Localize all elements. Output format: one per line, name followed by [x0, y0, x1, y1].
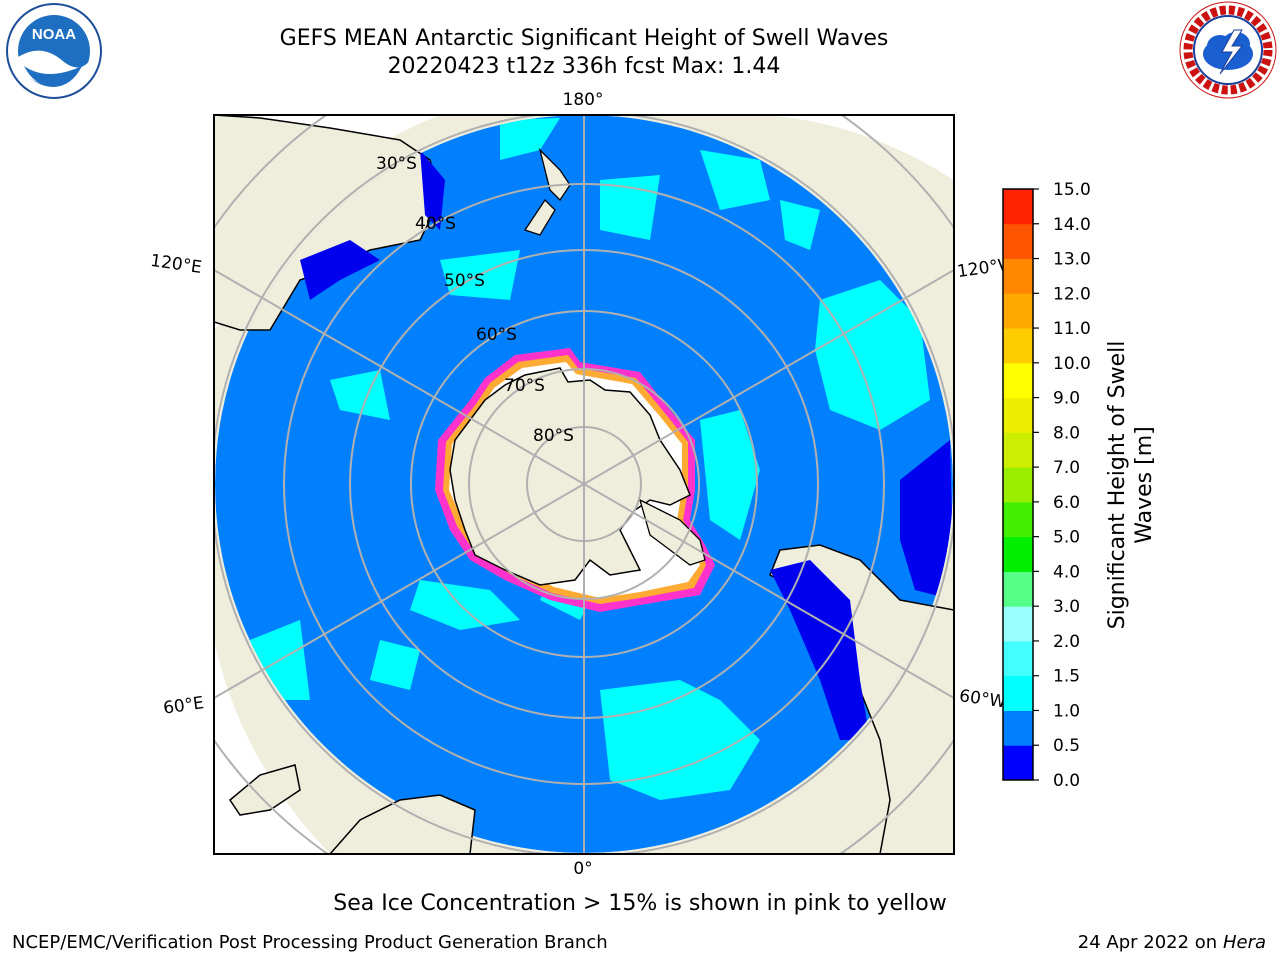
colorbar-segment — [1003, 536, 1033, 572]
colorbar-segment — [1003, 675, 1033, 711]
lat-label-50s: 50°S — [444, 271, 485, 291]
sea-ice-caption: Sea Ice Concentration > 15% is shown in … — [333, 891, 947, 916]
lon-label-60e: 60°E — [162, 693, 205, 718]
lat-label-80s: 80°S — [533, 426, 574, 446]
colorbar-segment — [1003, 293, 1033, 329]
lon-label-120e: 120°E — [149, 251, 203, 278]
colorbar-tick-label: 12.0 — [1053, 284, 1091, 304]
colorbar-segment — [1003, 745, 1033, 781]
colorbar-segment — [1003, 432, 1033, 468]
colorbar-tick-label: 6.0 — [1053, 493, 1080, 513]
chart-title-line1: GEFS MEAN Antarctic Significant Height o… — [279, 26, 889, 51]
colorbar-tick-label: 0.5 — [1053, 736, 1080, 756]
lon-label-0: 0° — [573, 859, 592, 879]
lon-label-180: 180° — [563, 90, 604, 110]
colorbar-tick-label: 15.0 — [1053, 180, 1091, 200]
colorbar-tick-label: 5.0 — [1053, 528, 1080, 548]
colorbar-frame — [1002, 188, 1034, 781]
noaa-logo-text: NOAA — [32, 26, 76, 43]
colorbar-segment — [1003, 362, 1033, 399]
colorbar-tick-label: 8.0 — [1053, 423, 1080, 443]
colorbar-segment — [1003, 223, 1033, 260]
colorbar-segment — [1003, 710, 1033, 746]
colorbar-tick-label: 13.0 — [1053, 250, 1091, 270]
colorbar-tick-label: 10.0 — [1053, 354, 1091, 374]
colorbar-segment — [1003, 640, 1033, 677]
colorbar-tick-label: 2.0 — [1053, 632, 1080, 652]
colorbar-tick-label: 1.0 — [1053, 701, 1080, 721]
colorbar-segment — [1003, 397, 1033, 433]
colorbar-segment — [1003, 189, 1033, 225]
colorbar-label-line1: Significant Height of Swell — [1105, 341, 1130, 630]
footer-host: Hera — [1222, 932, 1266, 953]
colorbar-tick-label: 1.5 — [1053, 667, 1080, 687]
lat-label-30s: 30°S — [376, 154, 417, 174]
colorbar-segment — [1003, 328, 1033, 364]
colorbar-segment — [1003, 571, 1033, 607]
colorbar-tick-label: 7.0 — [1053, 458, 1080, 478]
colorbar-tick-label: 0.0 — [1053, 771, 1080, 791]
colorbar: 0.0 0.5 1.0 1.5 2.0 3.0 4.0 5.0 6.0 7.0 8.0 9.0 10.0… — [1002, 180, 1091, 791]
colorbar-segment — [1003, 501, 1033, 538]
colorbar-tick-label: 11.0 — [1053, 319, 1091, 339]
colorbar-segment — [1003, 258, 1033, 294]
colorbar-tick-label: 9.0 — [1053, 389, 1080, 409]
swell-patch — [600, 680, 760, 800]
colorbar-tick-label: 4.0 — [1053, 562, 1080, 582]
colorbar-segment — [1003, 467, 1033, 503]
footer-date: 24 Apr 2022 on — [1077, 932, 1223, 953]
footer-right: 24 Apr 2022 on Hera — [1078, 932, 1266, 953]
lon-label-60w: 60°W — [958, 686, 1007, 712]
nws-logo — [1179, 1, 1277, 99]
lat-label-60s: 60°S — [476, 325, 517, 345]
colorbar-tick-label: 14.0 — [1053, 215, 1091, 235]
colorbar-tick-label: 3.0 — [1053, 597, 1080, 617]
lat-label-40s: 40°S — [415, 214, 456, 234]
colorbar-label-line2: Waves [m] — [1132, 426, 1157, 543]
map-frame — [213, 114, 955, 855]
noaa-logo: NOAA — [6, 3, 102, 99]
chart-title-line2: 20220423 t12z 336h fcst Max: 1.44 — [387, 54, 781, 79]
colorbar-segment — [1003, 606, 1033, 642]
longitude-gridlines — [214, 115, 954, 854]
footer-left: NCEP/EMC/Verification Post Processing Pr… — [12, 932, 608, 953]
lat-label-70s: 70°S — [504, 376, 545, 396]
